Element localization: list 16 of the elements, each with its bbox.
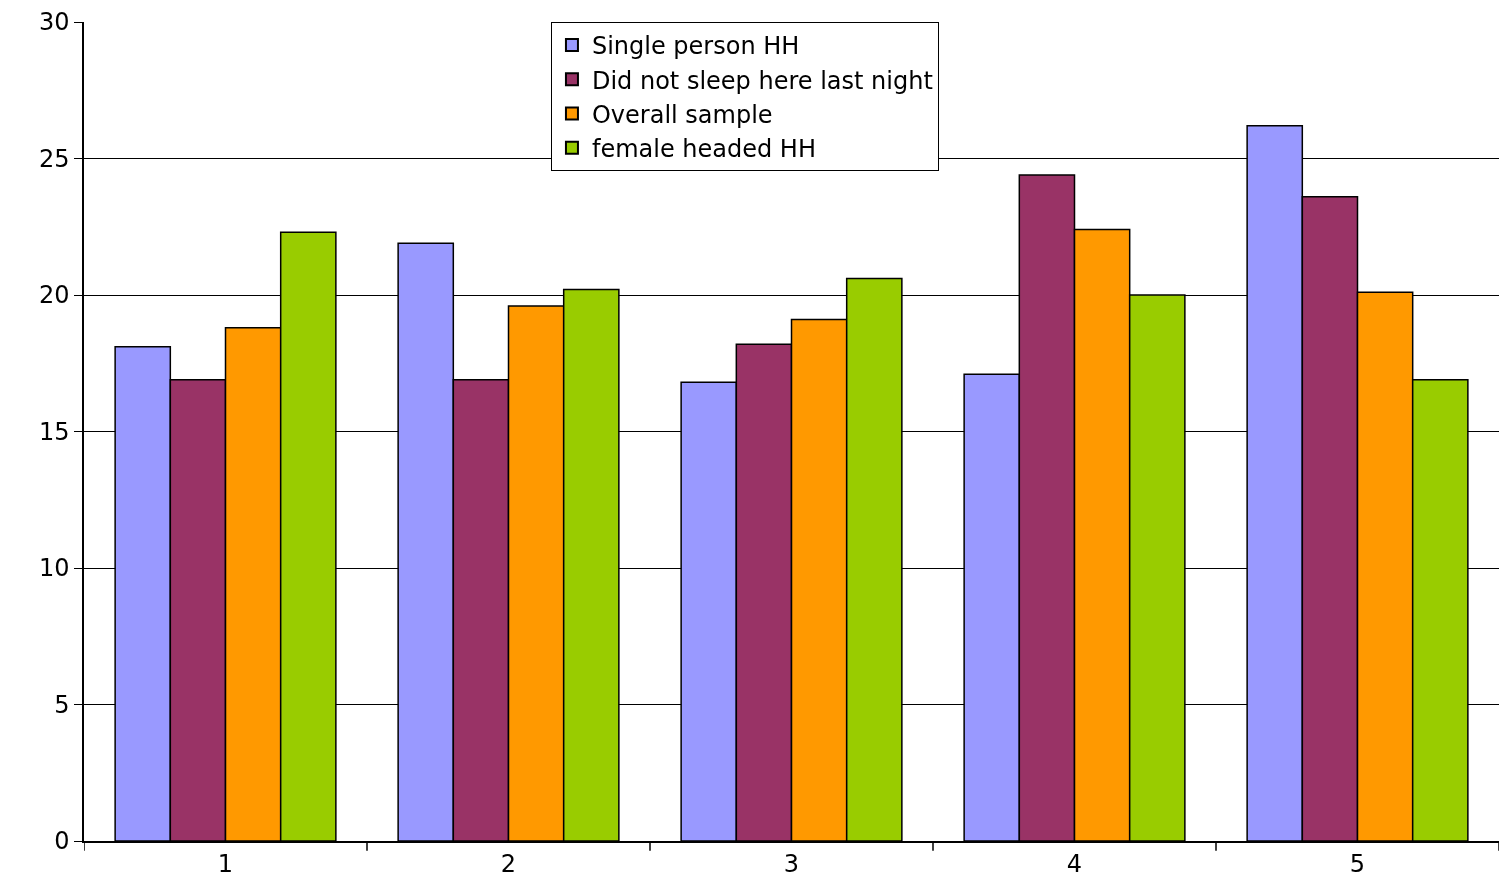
y-tick-label: 25 [38, 144, 70, 173]
y-tick-label: 30 [38, 8, 70, 37]
y-tick-label: 15 [38, 417, 70, 446]
y-tick-label: 20 [38, 281, 70, 310]
y-tick-label: 10 [38, 554, 70, 583]
legend-label: Overall sample [591, 100, 773, 129]
legend-label: Did not sleep here last night [591, 66, 933, 95]
legend-label: Single person HH [591, 32, 800, 61]
x-tick-label: 4 [1066, 849, 1083, 878]
y-tick-label: 5 [54, 690, 70, 719]
legend-label: female headed HH [591, 135, 816, 164]
x-tick-label: 2 [500, 849, 517, 878]
x-tick-label: 3 [783, 849, 800, 878]
y-tick-label: 0 [54, 827, 70, 856]
x-tick-label: 1 [217, 849, 234, 878]
x-tick-label: 5 [1349, 849, 1366, 878]
